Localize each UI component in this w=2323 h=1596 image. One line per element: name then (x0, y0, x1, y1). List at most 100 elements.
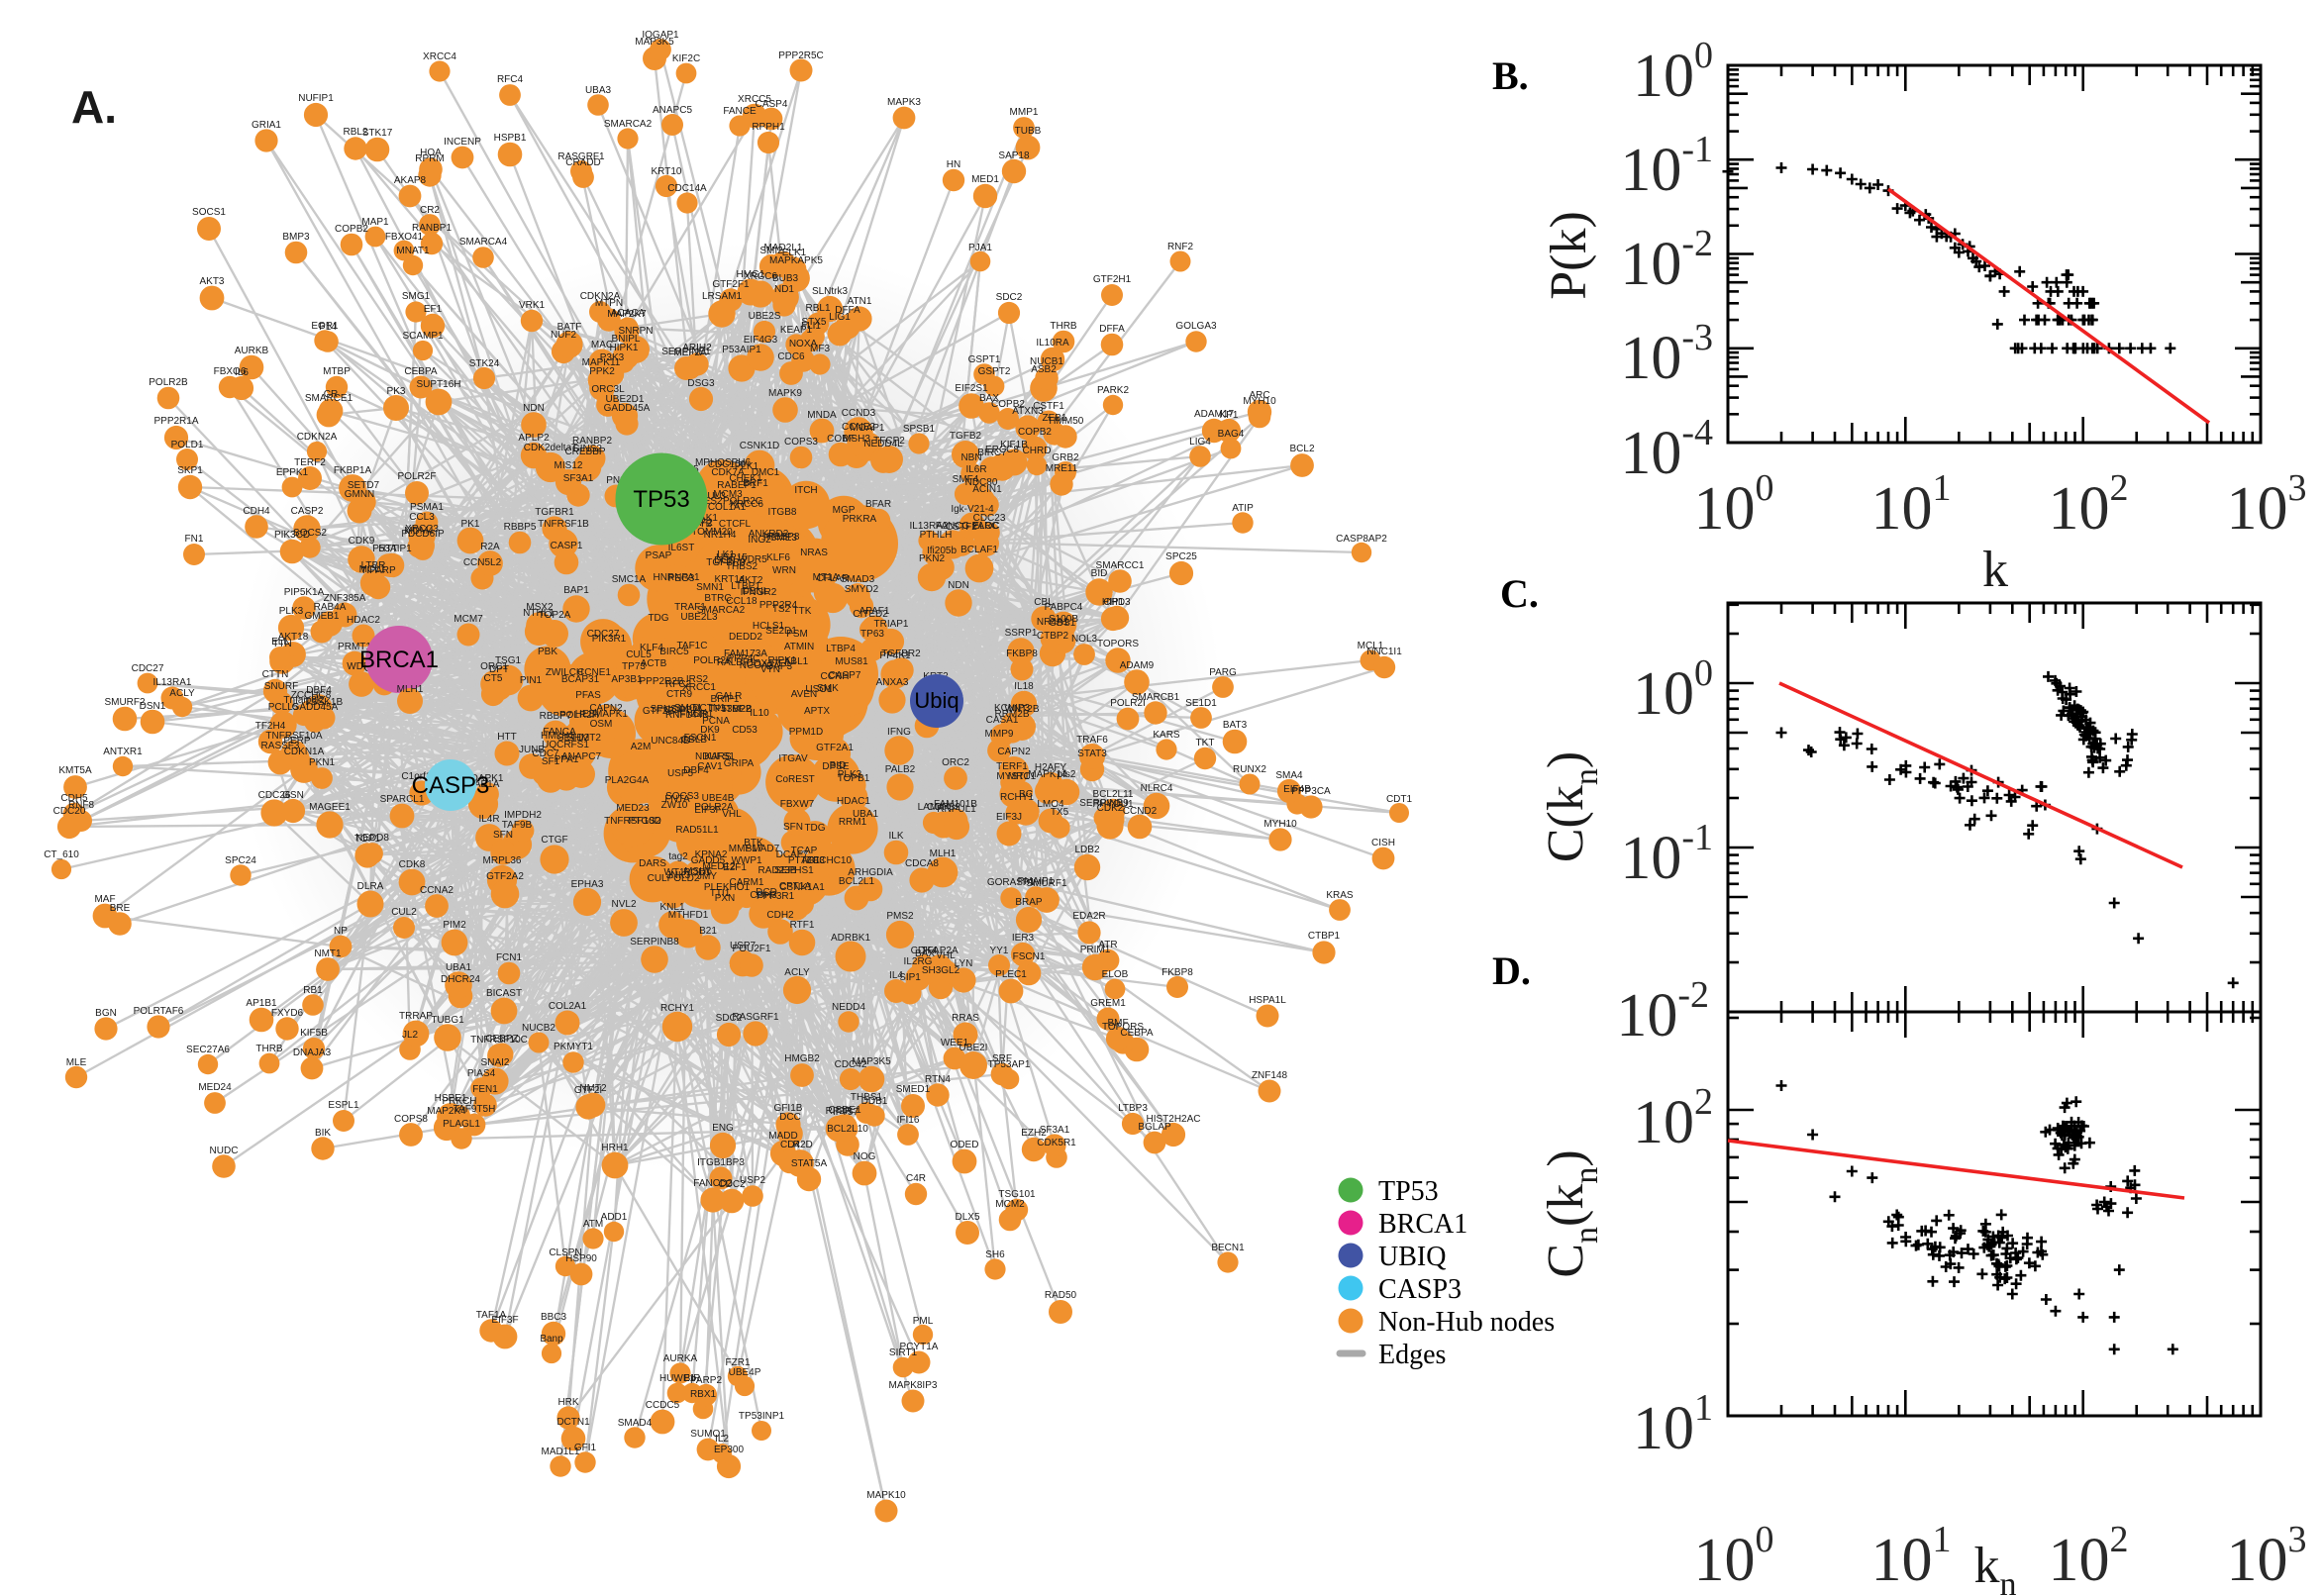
svg-text:ODED: ODED (951, 1140, 979, 1150)
svg-text:RASGRF1: RASGRF1 (732, 1012, 779, 1023)
svg-text:BRCA1: BRCA1 (1378, 1209, 1467, 1240)
svg-text:MTBP: MTBP (323, 366, 351, 377)
svg-text:RBX1: RBX1 (690, 1389, 717, 1400)
svg-text:CASP1: CASP1 (551, 541, 583, 551)
svg-text:PKN1: PKN1 (309, 757, 336, 768)
svg-text:RFC4: RFC4 (497, 74, 524, 85)
svg-text:DEDD2: DEDD2 (729, 632, 762, 643)
svg-text:IL4R: IL4R (478, 814, 499, 825)
svg-text:MIS12: MIS12 (555, 460, 583, 471)
svg-text:APLP2: APLP2 (518, 433, 550, 444)
svg-text:PLEC1: PLEC1 (995, 969, 1027, 980)
svg-text:SOCS2: SOCS2 (293, 528, 327, 539)
svg-text:C4R: C4R (906, 1173, 926, 1184)
svg-text:B.: B. (1492, 53, 1529, 98)
svg-text:CDK5R1: CDK5R1 (1037, 1138, 1076, 1148)
svg-text:STK17: STK17 (362, 128, 393, 139)
svg-text:SF3A1: SF3A1 (563, 473, 594, 484)
svg-text:SMAD3: SMAD3 (841, 574, 875, 585)
svg-text:CAV1: CAV1 (697, 761, 723, 772)
svg-text:STAT3: STAT3 (1077, 748, 1107, 759)
svg-text:SFN: SFN (493, 830, 513, 841)
svg-text:MRE11: MRE11 (1046, 463, 1078, 474)
svg-text:FBXW7: FBXW7 (780, 799, 815, 810)
svg-text:FKBP1A: FKBP1A (334, 465, 372, 476)
svg-text:PPP2R5C: PPP2R5C (778, 50, 824, 61)
svg-text:GSPT2: GSPT2 (978, 366, 1011, 377)
svg-text:ARIH2: ARIH2 (682, 343, 712, 353)
svg-text:MAC: MAC (591, 340, 613, 350)
svg-text:MLH1: MLH1 (930, 848, 957, 859)
svg-text:CISH: CISH (1371, 838, 1395, 848)
svg-text:CoREST: CoREST (775, 774, 814, 785)
svg-text:APAF1: APAF1 (859, 606, 890, 617)
svg-text:FNTA: FNTA (664, 794, 690, 805)
svg-text:DLX5: DLX5 (955, 1212, 979, 1223)
svg-text:EF1: EF1 (424, 304, 443, 315)
svg-text:COPS3: COPS3 (784, 437, 818, 448)
svg-text:ZWILCH: ZWILCH (546, 667, 583, 678)
svg-text:ELOC: ELOC (972, 521, 999, 532)
svg-text:CDC20: CDC20 (53, 806, 86, 817)
svg-text:SIP1: SIP1 (899, 972, 921, 983)
svg-text:BMP3: BMP3 (282, 232, 310, 243)
svg-text:POLR2B: POLR2B (149, 377, 188, 388)
svg-text:MCM7: MCM7 (454, 614, 483, 625)
svg-text:DFFA: DFFA (1099, 324, 1125, 335)
svg-text:GRIA1: GRIA1 (252, 120, 281, 131)
svg-text:RAD50: RAD50 (1045, 1290, 1077, 1301)
svg-text:GSPT1: GSPT1 (968, 354, 1001, 365)
svg-text:MRC1: MRC1 (1008, 771, 1037, 782)
svg-text:EDA2R: EDA2R (1072, 911, 1105, 922)
svg-text:PK1: PK1 (461, 519, 480, 530)
svg-text:RAD51L1: RAD51L1 (675, 825, 719, 836)
svg-text:RAD23B: RAD23B (758, 865, 797, 876)
svg-text:KEAP1: KEAP1 (780, 325, 813, 336)
svg-text:CUL2: CUL2 (391, 907, 417, 918)
svg-text:NBN: NBN (960, 452, 981, 463)
svg-text:KRT10: KRT10 (652, 166, 682, 177)
svg-text:MTPN: MTPN (595, 298, 623, 309)
svg-text:KRAS: KRAS (1326, 890, 1354, 901)
svg-text:SMURF2: SMURF2 (104, 697, 146, 708)
svg-text:ADD1: ADD1 (601, 1212, 628, 1223)
svg-text:SUPT16H: SUPT16H (416, 379, 460, 390)
svg-text:NUFIP1: NUFIP1 (298, 93, 334, 104)
svg-text:HMLH1: HMLH1 (541, 731, 574, 742)
svg-text:MYH10: MYH10 (1263, 819, 1297, 830)
svg-text:AP1B1: AP1B1 (246, 998, 277, 1009)
svg-text:SMF4: SMF4 (953, 474, 979, 485)
svg-text:KIF2C: KIF2C (672, 53, 700, 64)
svg-text:TRAF6: TRAF6 (1076, 735, 1108, 746)
svg-text:SMA4: SMA4 (1275, 770, 1303, 781)
svg-text:CR: CR (324, 389, 338, 400)
svg-text:COL2A1: COL2A1 (549, 1001, 587, 1012)
svg-text:GRB2: GRB2 (1052, 452, 1079, 463)
svg-text:EPHA3: EPHA3 (571, 879, 604, 890)
svg-text:ABL1: ABL1 (784, 656, 809, 667)
svg-text:UBIQ: UBIQ (1378, 1242, 1446, 1272)
svg-text:C.: C. (1500, 571, 1539, 616)
svg-text:DDB1: DDB1 (861, 1096, 888, 1107)
svg-text:PIAS4: PIAS4 (467, 1068, 496, 1079)
svg-text:SPC25: SPC25 (1165, 551, 1197, 562)
svg-text:SF1: SF1 (542, 756, 560, 767)
svg-text:KLF6: KLF6 (766, 552, 790, 563)
svg-text:XRCC5: XRCC5 (738, 94, 771, 105)
svg-text:CALR: CALR (716, 691, 743, 702)
svg-text:TIPARP: TIPARP (360, 565, 396, 576)
svg-text:UBA1: UBA1 (853, 809, 879, 820)
svg-text:PP4K1: PP4K1 (879, 650, 911, 661)
svg-text:CTR9: CTR9 (666, 689, 693, 700)
svg-text:RCHY1: RCHY1 (660, 1003, 694, 1014)
svg-text:BIK: BIK (315, 1128, 331, 1139)
svg-text:LTBP3: LTBP3 (1118, 1103, 1148, 1114)
svg-text:TGFBR1: TGFBR1 (535, 507, 574, 518)
svg-text:MMP9: MMP9 (985, 729, 1014, 740)
svg-text:P53AIP1: P53AIP1 (372, 544, 412, 554)
svg-text:EIF4B: EIF4B (1283, 784, 1311, 795)
svg-text:TX5: TX5 (1051, 807, 1069, 818)
svg-text:TGFBR3: TGFBR3 (706, 557, 746, 568)
svg-text:SNURF: SNURF (264, 681, 298, 692)
svg-text:DCC: DCC (779, 1112, 801, 1123)
